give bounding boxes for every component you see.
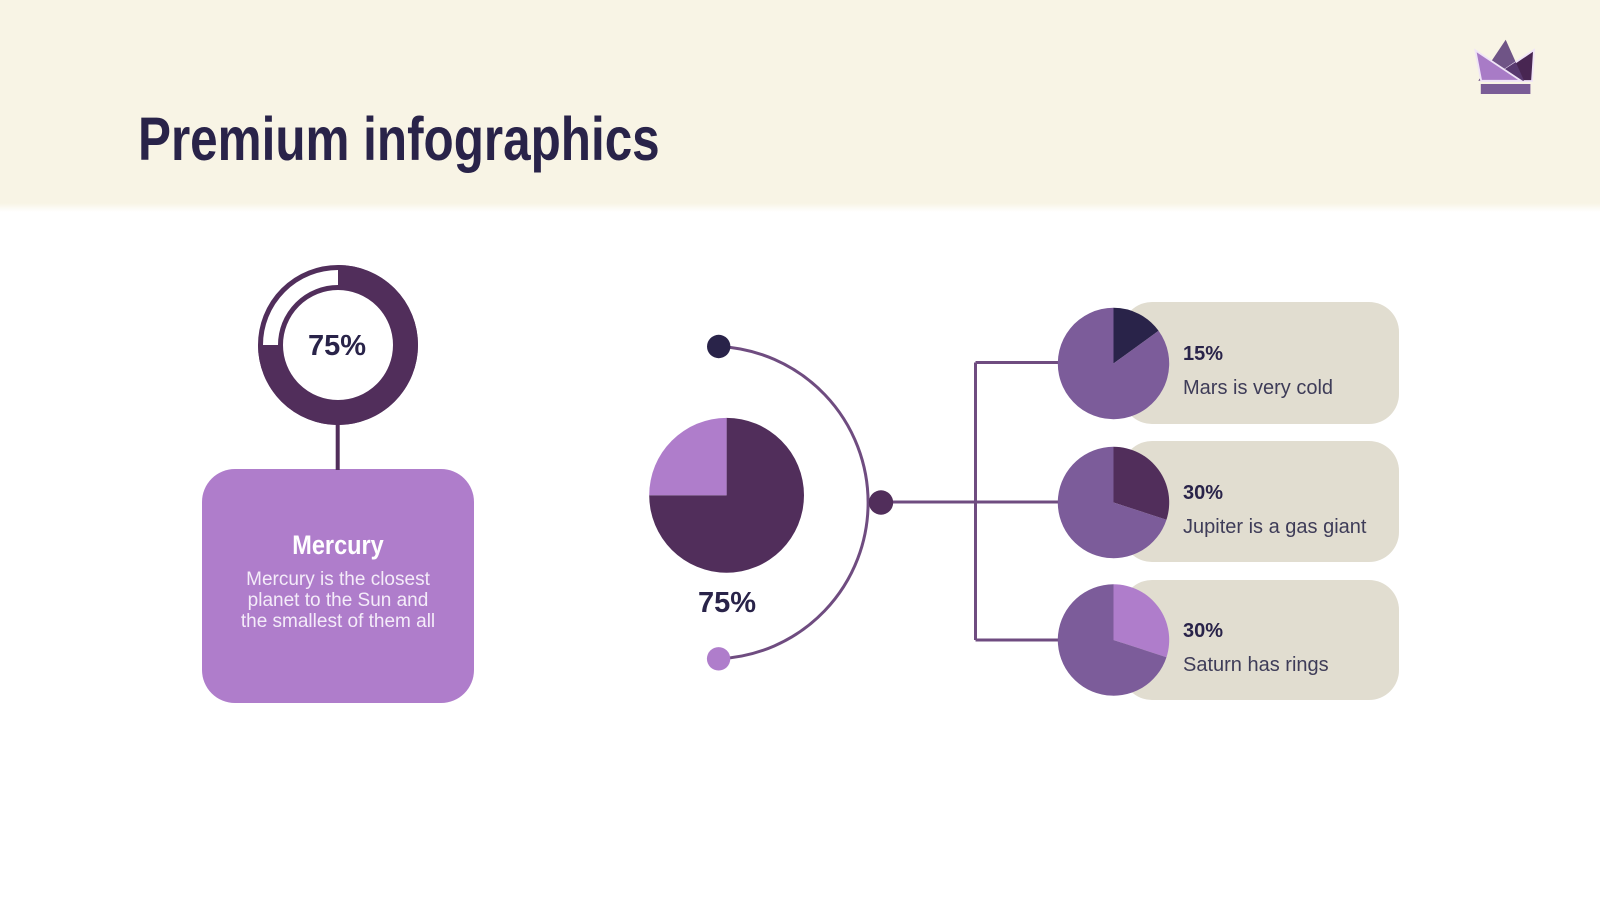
mercury-card-title: Mercury (292, 530, 384, 560)
donut-percent-label: 75% (307, 330, 367, 362)
info-box-mars (1121, 301, 1399, 424)
crown-left-triangle (1474, 48, 1524, 82)
info-box-jupiter (1121, 441, 1399, 562)
pie-slice-1 (649, 417, 727, 496)
jupiter-percent-label: 30% (1183, 481, 1224, 504)
slide-title: Premium infographics (138, 105, 660, 173)
mars-description: Mars is very cold (1183, 377, 1334, 399)
saturn-percent-label: 30% (1183, 619, 1224, 642)
arc-top-dot (707, 334, 731, 359)
saturn-description: Saturn has rings (1183, 653, 1329, 676)
header-band (0, 0, 1600, 212)
crown-logo-icon (1474, 39, 1535, 94)
mercury-card-description-line3: the smallest of them all (240, 610, 436, 632)
bracket-connector (881, 361, 1062, 642)
pie-slice-0 (649, 417, 804, 573)
arc-middle-dot (868, 490, 894, 515)
info-box-saturn (1121, 579, 1399, 700)
mercury-card-description-line2: planet to the Sun and (247, 589, 429, 611)
mercury-card-description-line1: Mercury is the closest (246, 568, 430, 590)
mars-percent-label: 15% (1183, 343, 1224, 365)
main-pie-percent-label: 75% (697, 587, 757, 619)
mercury-card-description: Mercury is the closest planet to the Sun… (202, 569, 474, 632)
main-pie-chart (649, 417, 804, 573)
arc-bottom-dot (706, 647, 731, 671)
jupiter-description: Jupiter is a gas giant (1183, 515, 1367, 538)
mercury-card (202, 469, 474, 703)
crown-base-bar (1480, 84, 1531, 94)
